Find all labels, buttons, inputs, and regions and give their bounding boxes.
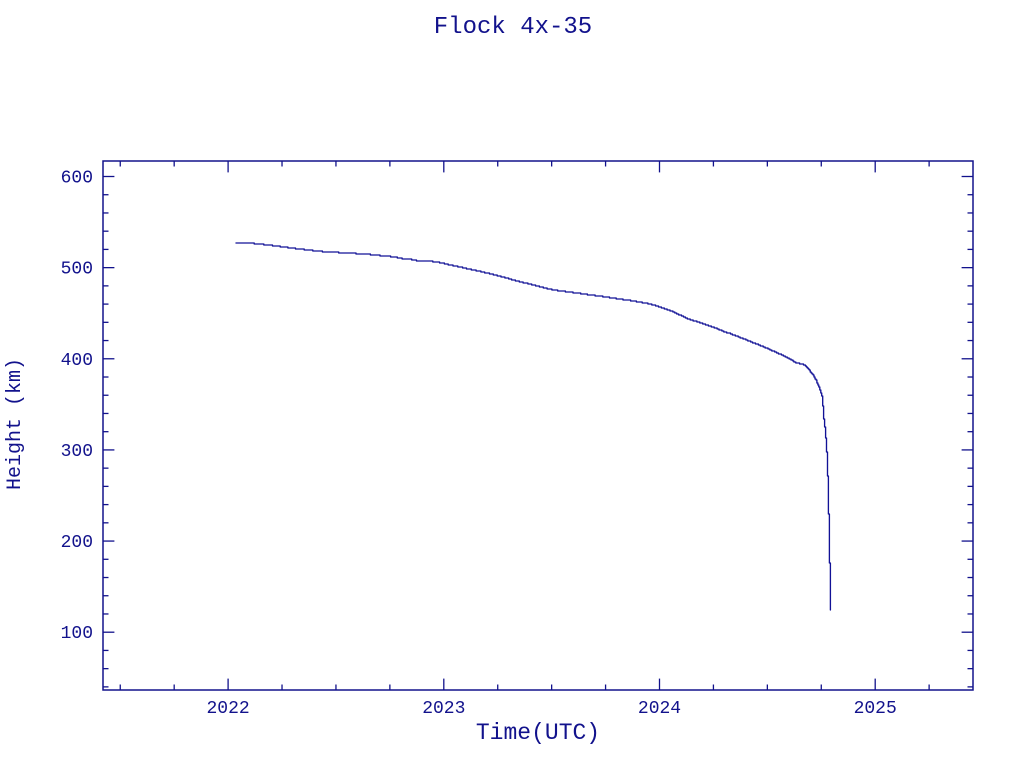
svg-text:Height (km): Height (km)	[4, 358, 27, 490]
svg-text:2022: 2022	[206, 699, 249, 719]
svg-text:2024: 2024	[638, 699, 681, 719]
svg-text:Flock 4x-35: Flock 4x-35	[434, 14, 592, 41]
svg-text:300: 300	[61, 442, 93, 462]
svg-text:Time(UTC): Time(UTC)	[476, 720, 600, 746]
svg-text:200: 200	[61, 533, 93, 553]
svg-text:600: 600	[61, 169, 93, 189]
svg-text:2025: 2025	[854, 699, 897, 719]
svg-text:500: 500	[61, 260, 93, 280]
svg-text:400: 400	[61, 351, 93, 371]
svg-text:100: 100	[61, 624, 93, 644]
svg-text:2023: 2023	[422, 699, 465, 719]
